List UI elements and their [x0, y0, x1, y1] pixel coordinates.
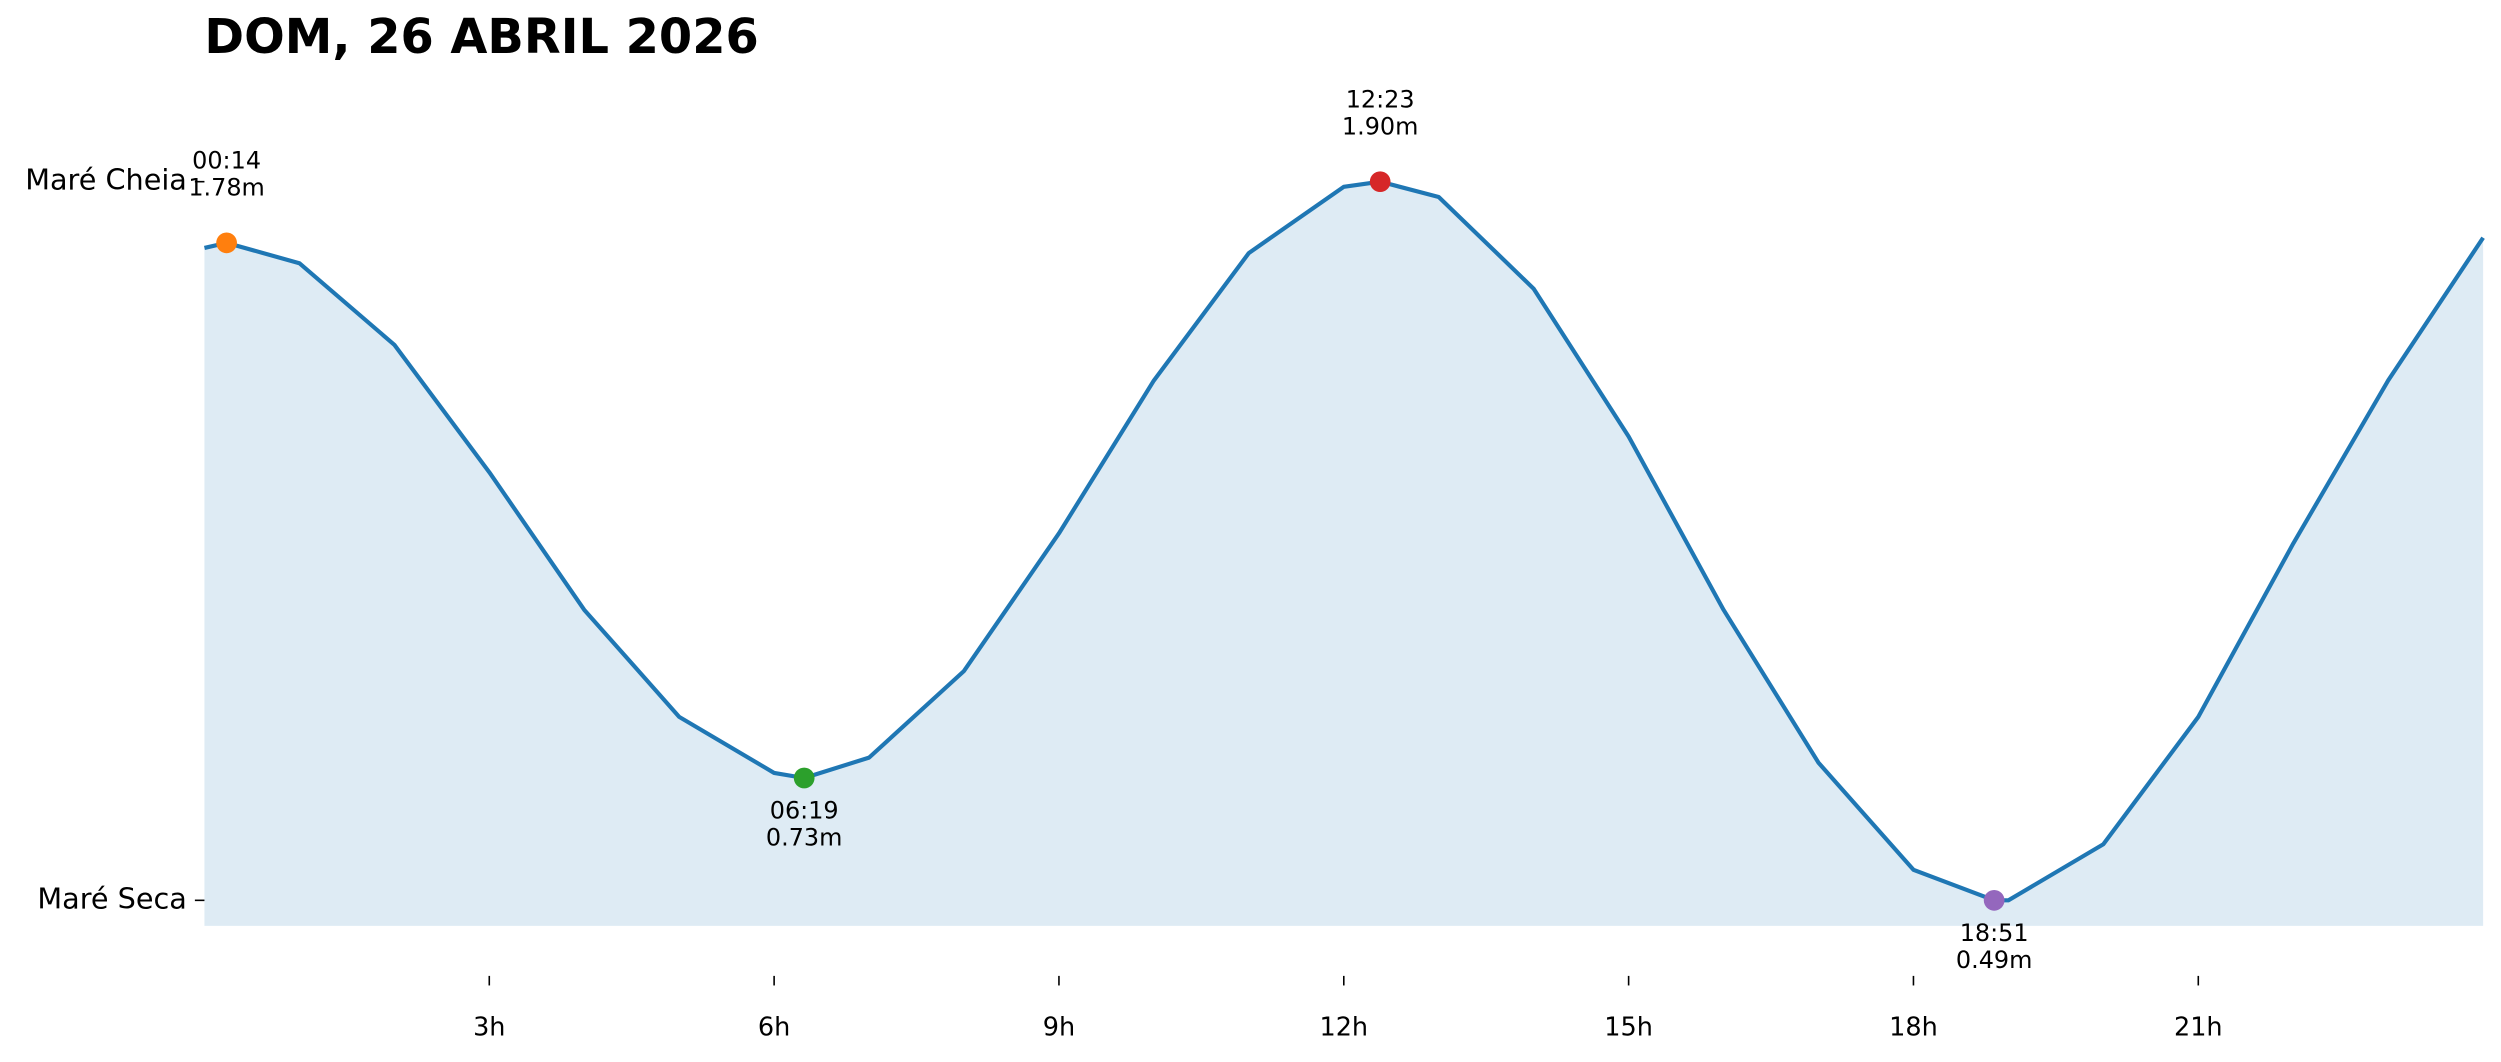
chart-title: DOM, 26 ABRIL 2026 — [204, 10, 758, 65]
area-fill — [204, 181, 2484, 926]
value-label: 1.90m — [1342, 112, 1419, 140]
x-tick-label: 15h — [1604, 1013, 1653, 1043]
value-label: 1.78m — [188, 174, 265, 202]
extreme-point — [1369, 171, 1391, 193]
extreme-point — [1983, 889, 2005, 911]
value-label: 0.73m — [766, 824, 843, 852]
extreme-point — [216, 232, 237, 254]
x-tick-label: 9h — [1043, 1013, 1075, 1043]
value-label: 0.49m — [1956, 946, 2033, 974]
time-label: 00:14 — [192, 147, 261, 175]
x-tick-label: 3h — [473, 1013, 505, 1043]
time-label: 12:23 — [1346, 85, 1415, 113]
tide-line — [203, 179, 2485, 903]
x-tick-label: 21h — [2174, 1013, 2223, 1043]
time-label: 06:19 — [770, 796, 839, 824]
x-tick-label: 18h — [1889, 1013, 1938, 1043]
time-label: 18:51 — [1960, 919, 2029, 947]
y-tick-label: Maré Seca — [37, 881, 186, 915]
x-tick-label: 6h — [758, 1013, 790, 1043]
y-tick-label: Maré Cheia — [25, 163, 187, 197]
x-tick-label: 12h — [1319, 1013, 1368, 1043]
extreme-point — [793, 767, 815, 789]
